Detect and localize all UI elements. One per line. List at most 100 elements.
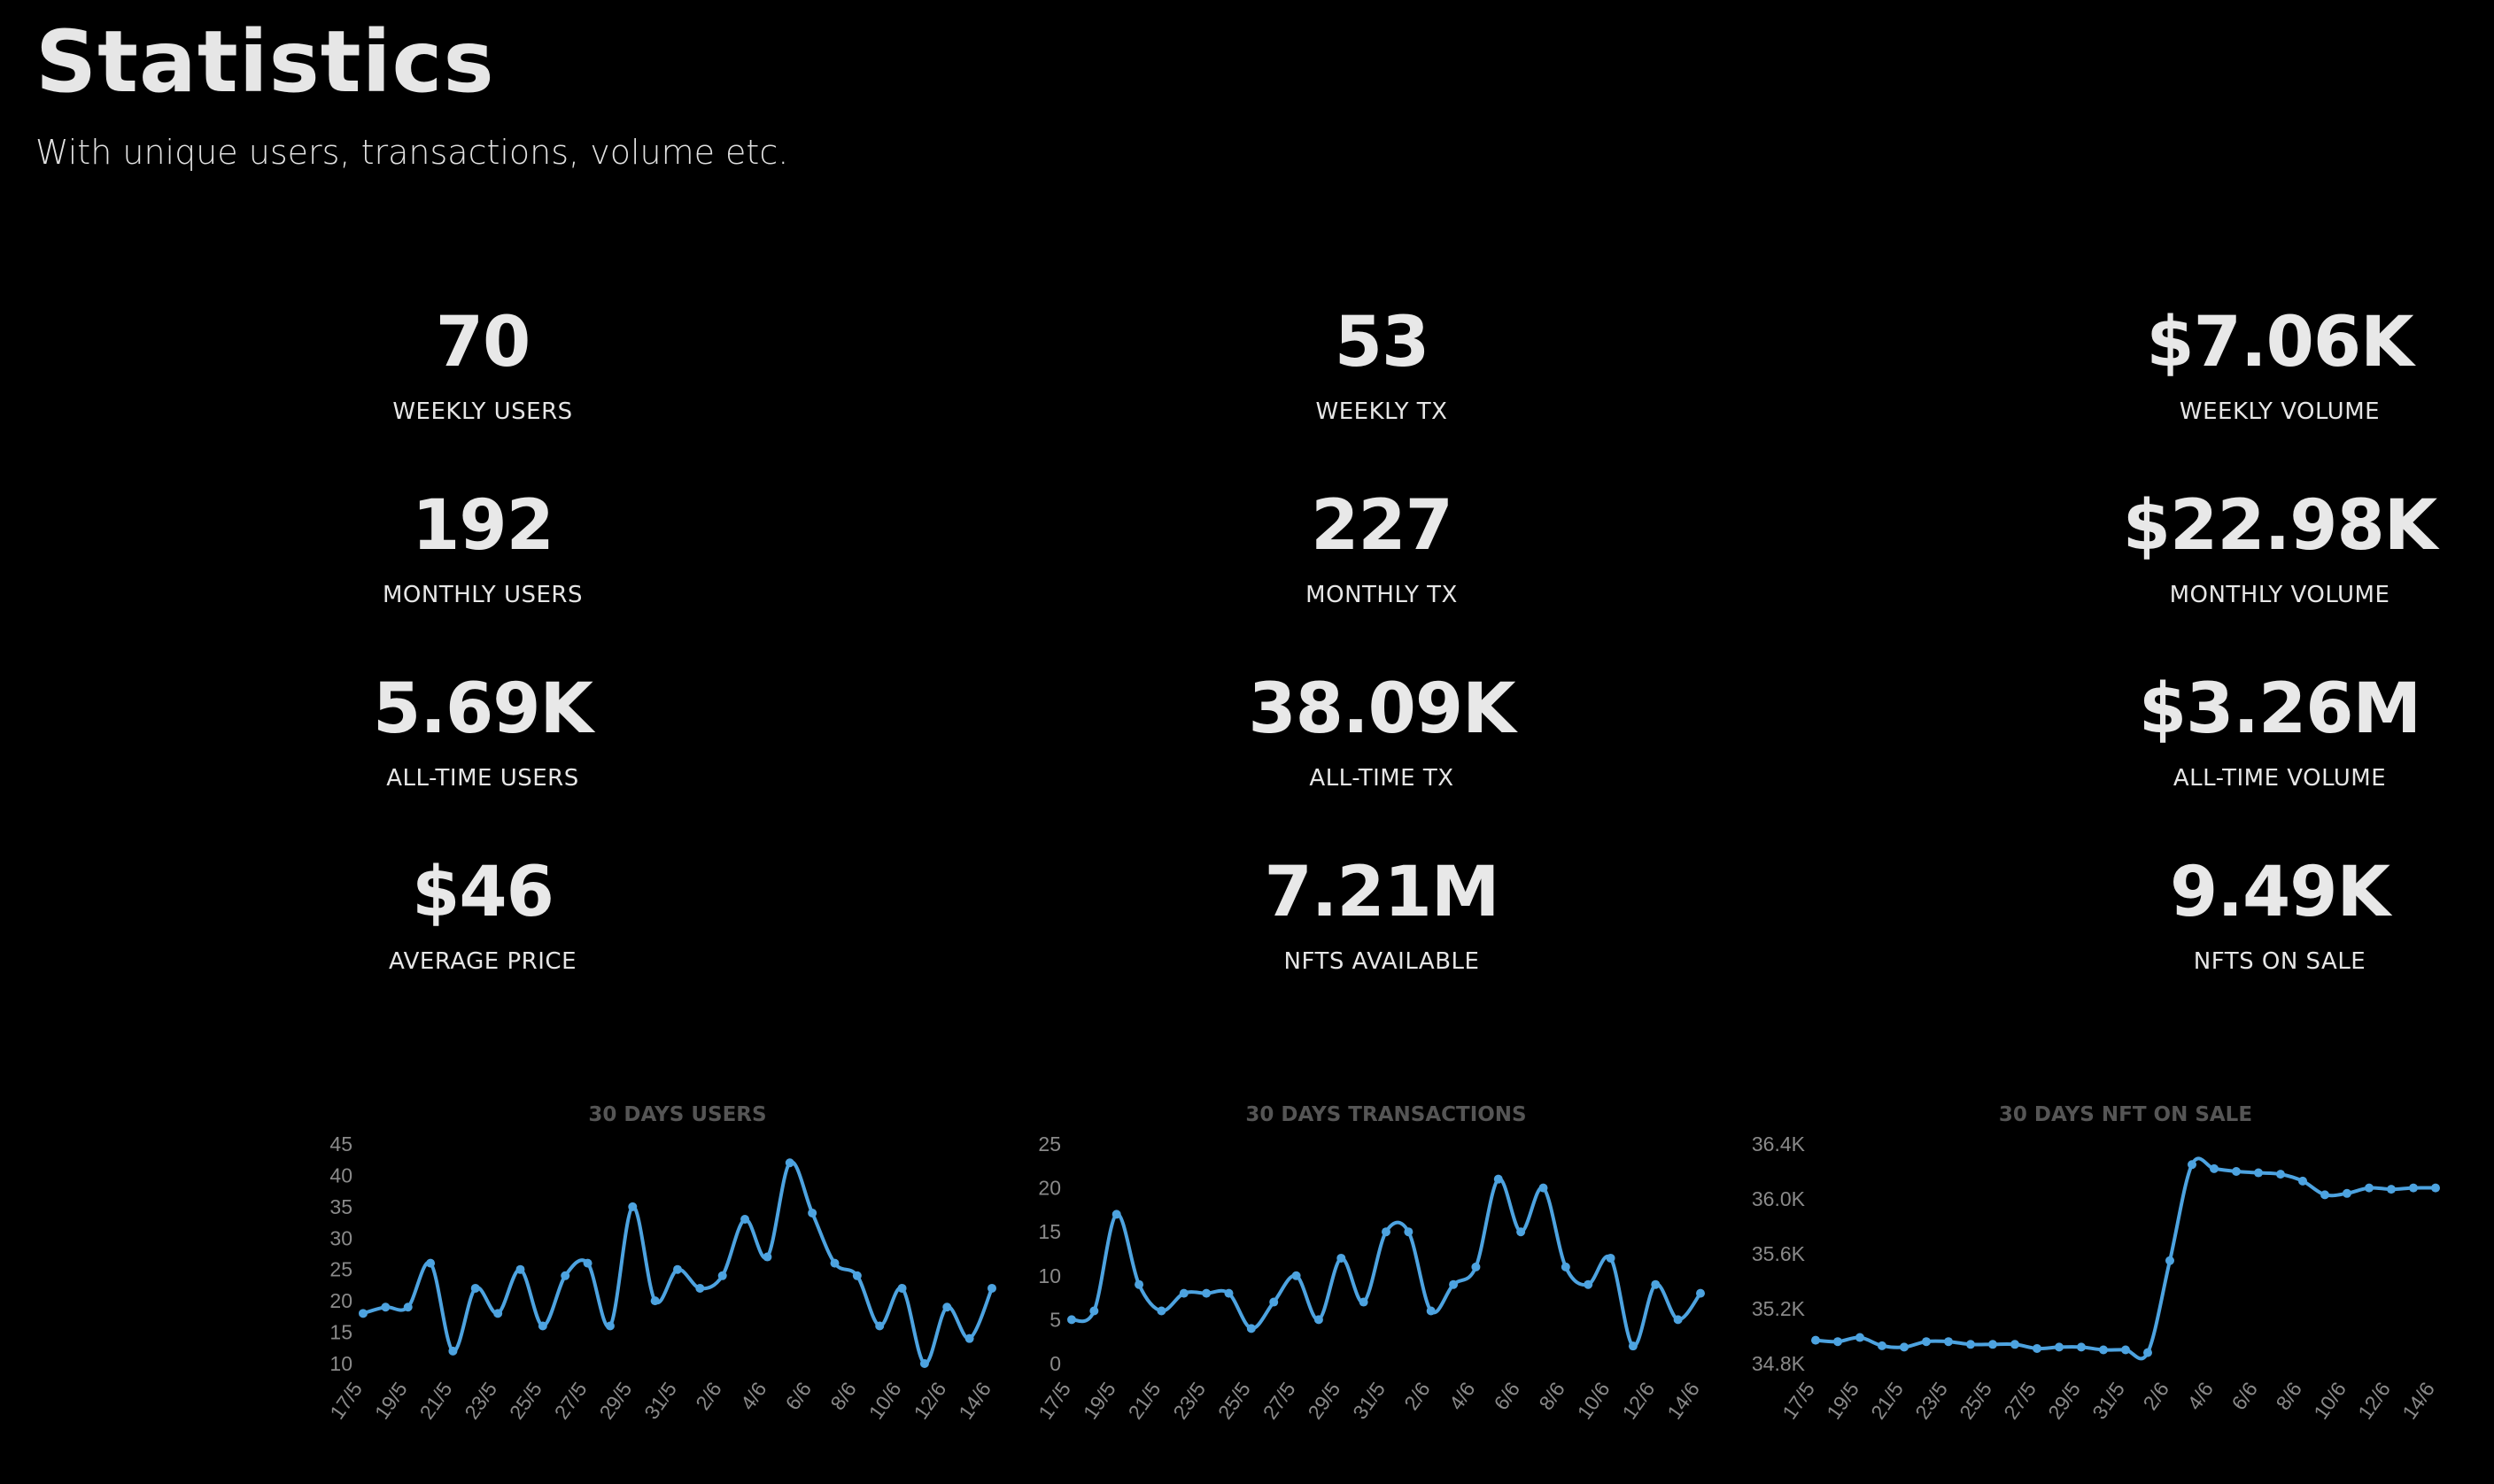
- x-tick-label: 8/6: [1534, 1378, 1569, 1414]
- data-point-8-6[interactable]: [852, 1271, 862, 1280]
- data-point-25-5[interactable]: [1246, 1324, 1256, 1333]
- data-point-10-6[interactable]: [1606, 1253, 1615, 1263]
- data-point-3-6[interactable]: [740, 1215, 750, 1225]
- data-point-7-6[interactable]: [1538, 1183, 1548, 1193]
- data-point-14-6[interactable]: [988, 1283, 996, 1293]
- data-point-20-5[interactable]: [426, 1258, 436, 1268]
- data-point-24-5[interactable]: [1224, 1288, 1234, 1298]
- x-tick-label: 10/6: [1573, 1378, 1615, 1424]
- x-tick-label: 6/6: [1490, 1378, 1525, 1414]
- x-tick-label: 31/5: [639, 1378, 681, 1424]
- data-point-29-5[interactable]: [2077, 1342, 2086, 1352]
- data-point-10-6[interactable]: [897, 1283, 907, 1293]
- chart-users-svg: 30 DAYS USERS 10 15 20 25 30 35 40 45 17/5 19/5 21/…: [325, 1103, 996, 1424]
- data-point-20-5[interactable]: [1878, 1341, 1886, 1350]
- data-point-21-5[interactable]: [448, 1346, 458, 1356]
- data-point-9-6[interactable]: [2320, 1190, 2329, 1200]
- stat-label: WEEKLY USERS: [392, 398, 573, 425]
- data-point-9-6[interactable]: [1584, 1279, 1593, 1289]
- data-point-22-5[interactable]: [1179, 1288, 1189, 1298]
- data-point-23-5[interactable]: [1944, 1337, 1953, 1347]
- data-point-27-5[interactable]: [2033, 1343, 2041, 1353]
- data-point-12-6[interactable]: [942, 1302, 952, 1312]
- x-tick-label: 4/6: [2182, 1378, 2218, 1414]
- data-point-17-5[interactable]: [1811, 1335, 1820, 1345]
- data-point-7-6[interactable]: [830, 1258, 840, 1268]
- data-point-5-6[interactable]: [2232, 1167, 2241, 1176]
- data-point-24-5[interactable]: [1966, 1340, 1975, 1349]
- data-point-26-5[interactable]: [2010, 1340, 2019, 1349]
- data-point-31-5[interactable]: [2121, 1345, 2130, 1355]
- data-point-13-6[interactable]: [964, 1333, 974, 1343]
- data-point-17-5[interactable]: [359, 1309, 368, 1318]
- data-point-6-6[interactable]: [808, 1208, 817, 1217]
- data-point-18-5[interactable]: [381, 1302, 391, 1312]
- data-point-21-5[interactable]: [1900, 1342, 1909, 1352]
- data-point-19-5[interactable]: [1855, 1333, 1864, 1342]
- data-point-4-6[interactable]: [2210, 1163, 2219, 1173]
- data-point-5-6[interactable]: [1493, 1174, 1503, 1184]
- data-point-27-5[interactable]: [1291, 1271, 1301, 1280]
- data-point-27-5[interactable]: [583, 1258, 593, 1268]
- data-point-11-6[interactable]: [919, 1359, 929, 1368]
- data-point-11-6[interactable]: [1628, 1341, 1638, 1351]
- stat-value: $3.26M: [2138, 669, 2421, 749]
- data-point-31-5[interactable]: [673, 1264, 682, 1274]
- x-tick-label: 2/6: [2138, 1378, 2173, 1414]
- data-point-22-5[interactable]: [470, 1283, 480, 1293]
- data-point-14-6[interactable]: [1696, 1288, 1705, 1298]
- data-point-8-6[interactable]: [2298, 1176, 2307, 1186]
- data-point-28-5[interactable]: [605, 1321, 615, 1331]
- data-point-6-6[interactable]: [1516, 1227, 1526, 1237]
- data-point-28-5[interactable]: [1313, 1315, 1323, 1325]
- data-point-20-5[interactable]: [1135, 1279, 1144, 1289]
- data-point-2-6[interactable]: [1426, 1306, 1436, 1316]
- data-point-12-6[interactable]: [1651, 1279, 1661, 1289]
- data-point-29-5[interactable]: [1336, 1253, 1346, 1263]
- data-point-26-5[interactable]: [561, 1271, 570, 1280]
- data-point-18-5[interactable]: [1089, 1306, 1099, 1316]
- data-point-21-5[interactable]: [1157, 1306, 1166, 1316]
- data-point-24-5[interactable]: [515, 1264, 525, 1274]
- data-point-1-6[interactable]: [1404, 1227, 1414, 1237]
- data-point-12-6[interactable]: [2387, 1185, 2396, 1194]
- data-point-11-6[interactable]: [2365, 1183, 2374, 1193]
- data-point-26-5[interactable]: [1269, 1297, 1279, 1307]
- data-point-8-6[interactable]: [1561, 1262, 1570, 1271]
- data-point-30-5[interactable]: [1359, 1297, 1368, 1307]
- data-point-31-5[interactable]: [1382, 1227, 1390, 1237]
- data-point-28-5[interactable]: [2055, 1342, 2064, 1352]
- data-point-18-5[interactable]: [1833, 1337, 1842, 1347]
- data-point-9-6[interactable]: [875, 1321, 885, 1331]
- data-point-3-6[interactable]: [2188, 1160, 2196, 1170]
- data-point-14-6[interactable]: [2431, 1183, 2440, 1193]
- data-point-6-6[interactable]: [2254, 1168, 2263, 1178]
- data-point-25-5[interactable]: [538, 1321, 547, 1331]
- data-point-13-6[interactable]: [1673, 1315, 1683, 1325]
- data-point-1-6[interactable]: [695, 1283, 705, 1293]
- data-point-2-6[interactable]: [2165, 1256, 2174, 1265]
- stat-weekly-users: 70 WEEKLY USERS: [173, 308, 793, 425]
- data-point-17-5[interactable]: [1067, 1315, 1076, 1325]
- data-point-7-6[interactable]: [2276, 1170, 2285, 1179]
- x-tick-label: 17/5: [325, 1378, 367, 1424]
- data-point-23-5[interactable]: [1202, 1288, 1212, 1298]
- data-point-13-6[interactable]: [2409, 1183, 2418, 1193]
- data-point-22-5[interactable]: [1922, 1337, 1931, 1347]
- stat-label: NFTS AVAILABLE: [1283, 948, 1480, 975]
- data-point-30-5[interactable]: [650, 1296, 660, 1306]
- data-point-25-5[interactable]: [1988, 1340, 1997, 1349]
- data-point-4-6[interactable]: [1471, 1262, 1481, 1271]
- data-point-1-6[interactable]: [2143, 1348, 2152, 1357]
- chart-30-days-transactions: 30 DAYS TRANSACTIONS 0 5 10 15 20 25 17/5 19/5 21…: [1019, 1089, 1718, 1443]
- data-point-10-6[interactable]: [2343, 1188, 2351, 1198]
- data-point-19-5[interactable]: [1111, 1210, 1121, 1219]
- data-point-5-6[interactable]: [785, 1158, 794, 1168]
- data-point-19-5[interactable]: [403, 1302, 413, 1312]
- data-point-23-5[interactable]: [493, 1309, 503, 1318]
- data-point-29-5[interactable]: [628, 1202, 638, 1211]
- data-point-30-5[interactable]: [2099, 1345, 2108, 1355]
- data-point-3-6[interactable]: [1449, 1279, 1459, 1289]
- data-point-4-6[interactable]: [763, 1252, 772, 1262]
- data-point-2-6[interactable]: [717, 1271, 727, 1280]
